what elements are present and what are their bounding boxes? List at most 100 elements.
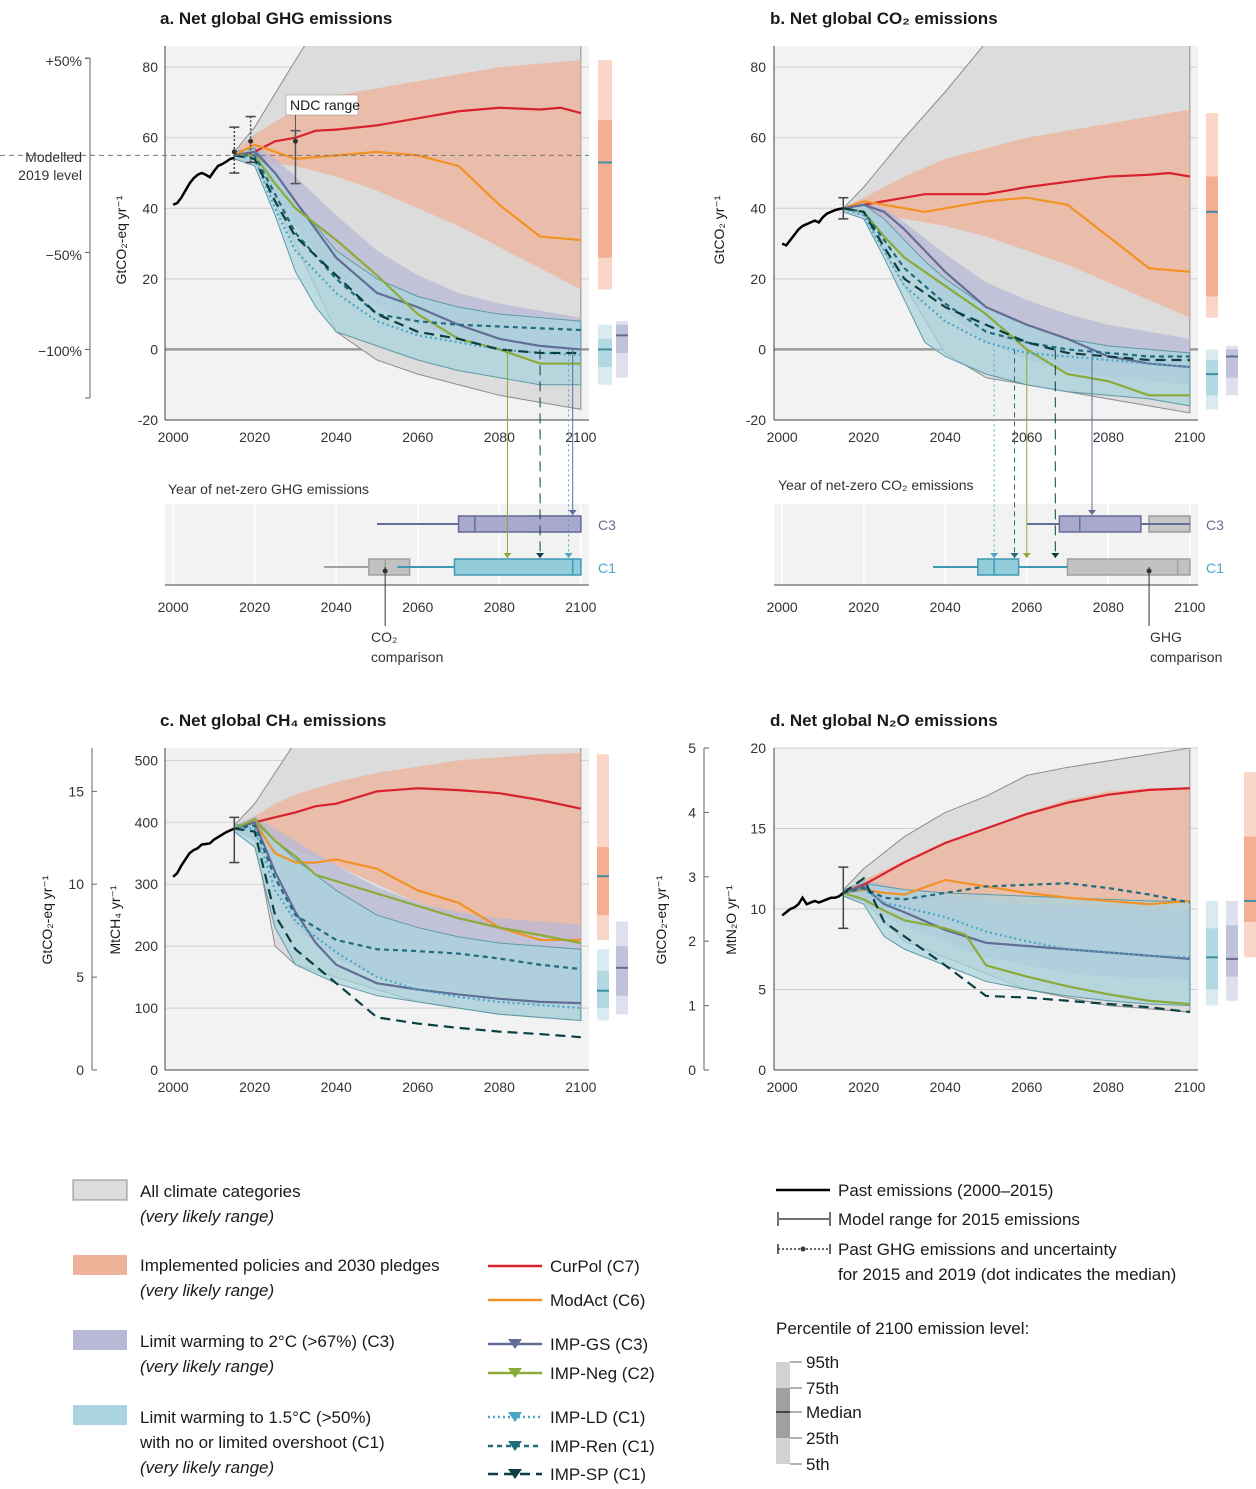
pct-tick-plus50: +50%: [46, 53, 82, 69]
series-imp-sp: [234, 827, 581, 1039]
series-imp-neg: [842, 891, 1190, 1006]
ytick-label: 0: [758, 341, 766, 357]
pct-policy-p25-p75: [1244, 836, 1256, 922]
ytick-label: 80: [142, 59, 158, 75]
legend-p5: 5th: [806, 1455, 830, 1474]
legend-impgs: IMP-GS (C3): [550, 1335, 648, 1354]
xtick-label: 2000: [767, 429, 798, 445]
ytick-label: 0: [150, 341, 158, 357]
band-c1: [233, 147, 582, 386]
series-imp-sp: [842, 876, 1190, 1014]
panel-a-c1-label: C1: [598, 560, 616, 576]
netzero-marker: [990, 553, 999, 558]
plot-content-b: [781, 46, 1191, 414]
netzero-xtick-label: 2020: [848, 599, 879, 615]
pct-c1-p25-p75: [1206, 360, 1218, 396]
netzero-xtick-label: 2000: [158, 599, 189, 615]
secondary-tick-label: 10: [68, 876, 84, 892]
ytick-label: -20: [138, 412, 158, 428]
ytick-label: 80: [750, 59, 766, 75]
panel-d-title: d. Net global N₂O emissions: [770, 711, 998, 730]
pct-c3-p25-p75: [616, 324, 628, 353]
xtick-label: 2060: [1011, 1079, 1042, 1095]
netzero-marker: [1051, 553, 1060, 558]
xtick-label: 2080: [1093, 429, 1124, 445]
netzero-xtick-label: 2080: [1093, 599, 1124, 615]
secondary-tick-label: 5: [76, 969, 84, 985]
netzero-xtick-label: 2060: [1011, 599, 1042, 615]
legend-past: Past emissions (2000–2015): [838, 1181, 1053, 1200]
xtick-label: 2100: [565, 429, 596, 445]
ytick-label: 400: [135, 814, 159, 830]
xtick-label: 2020: [848, 1079, 879, 1095]
series-imp-neg: [233, 817, 582, 945]
pct-c1-p25-p75: [1206, 928, 1218, 990]
secondary-tick-label: 0: [688, 1062, 696, 1078]
ytick-label: 20: [750, 740, 766, 756]
series-modact: [233, 143, 581, 242]
modelled-label-2: 2019 level: [18, 167, 82, 183]
netzero-marker: [536, 553, 545, 558]
ghg-comparison-1: GHG: [1150, 629, 1182, 645]
netzero-xtick-label: 2060: [402, 599, 433, 615]
legend-model-range-label: Model range for 2015 emissions: [838, 1210, 1080, 1229]
panel-b-title: b. Net global CO₂ emissions: [770, 9, 998, 28]
netzero-xtick-label: 2040: [930, 599, 961, 615]
band-policy: [234, 60, 581, 290]
xtick-label: 2020: [239, 1079, 270, 1095]
series-imp-neg: [843, 207, 1190, 397]
uncertainty-median-dot: [231, 149, 237, 155]
xtick-label: 2080: [484, 429, 515, 445]
pct-c3-p25-p75: [1226, 349, 1238, 378]
band-c3: [234, 144, 581, 368]
secondary-tick-label: 4: [688, 804, 696, 820]
ytick-label: 40: [750, 200, 766, 216]
pct-tick-minus100: −100%: [38, 343, 82, 359]
netzero-xtick-label: 2020: [239, 599, 270, 615]
ytick-label: 200: [135, 938, 159, 954]
netzero-marker: [1088, 510, 1096, 515]
ytick-label: 10: [750, 901, 766, 917]
panel-b-netzero-title: Year of net-zero CO₂ emissions: [778, 477, 974, 493]
modelled-label-1: Modelled: [25, 149, 82, 165]
netzero-c3-box: [457, 515, 582, 533]
ytick-label: 60: [750, 130, 766, 146]
series-imp-sp: [843, 207, 1190, 362]
legend-swatch-all: [72, 1179, 128, 1201]
band-c3: [843, 201, 1190, 385]
series-imp-ld: [234, 154, 581, 356]
series-imp-ren: [234, 824, 581, 971]
ytick-label: 0: [150, 1062, 158, 1078]
legend-all-2: (very likely range): [140, 1207, 274, 1226]
netzero-xtick-label: 2080: [484, 599, 515, 615]
legend-pct-title: Percentile of 2100 emission level:: [776, 1319, 1029, 1338]
xtick-label: 2040: [321, 1079, 352, 1095]
panel-b-c3-label: C3: [1206, 517, 1224, 533]
series-past-emissions: [781, 207, 844, 247]
legend-marker-impren: [508, 1441, 522, 1451]
pct-policy-p25-p75: [597, 847, 609, 916]
secondary-tick-label: 1: [688, 998, 696, 1014]
legend-marker-impld: [508, 1412, 522, 1422]
panel-b-c1-label: C1: [1206, 560, 1224, 576]
legend-impld: IMP-LD (C1): [550, 1408, 645, 1427]
uncertainty-median-dot: [248, 138, 254, 144]
legend-past-ghg-2: for 2015 and 2019 (dot indicates the med…: [838, 1265, 1176, 1284]
co2-comparison-1: CO₂: [371, 629, 397, 645]
panel-c-ylabel-left: GtCO₂-eq yr⁻¹: [39, 875, 55, 964]
series-modact: [842, 196, 1190, 273]
legend-median: Median: [806, 1403, 862, 1422]
xtick-label: 2040: [930, 429, 961, 445]
legend: All climate categories (very likely rang…: [72, 1179, 1176, 1484]
panel-a-ylabel: GtCO₂-eq yr⁻¹: [113, 195, 129, 284]
legend-pct-bar: [776, 1361, 802, 1465]
xtick-label: 2000: [158, 1079, 189, 1095]
series-imp-neg: [234, 154, 581, 365]
legend-past-ghg-1: Past GHG emissions and uncertainty: [838, 1240, 1117, 1259]
panel-d-ylabel-left: GtCO₂-eq yr⁻¹: [653, 875, 669, 964]
pct-tick-minus50: −50%: [46, 247, 82, 263]
ytick-label: 15: [750, 821, 766, 837]
ytick-label: 20: [142, 271, 158, 287]
secondary-tick-label: 0: [76, 1062, 84, 1078]
